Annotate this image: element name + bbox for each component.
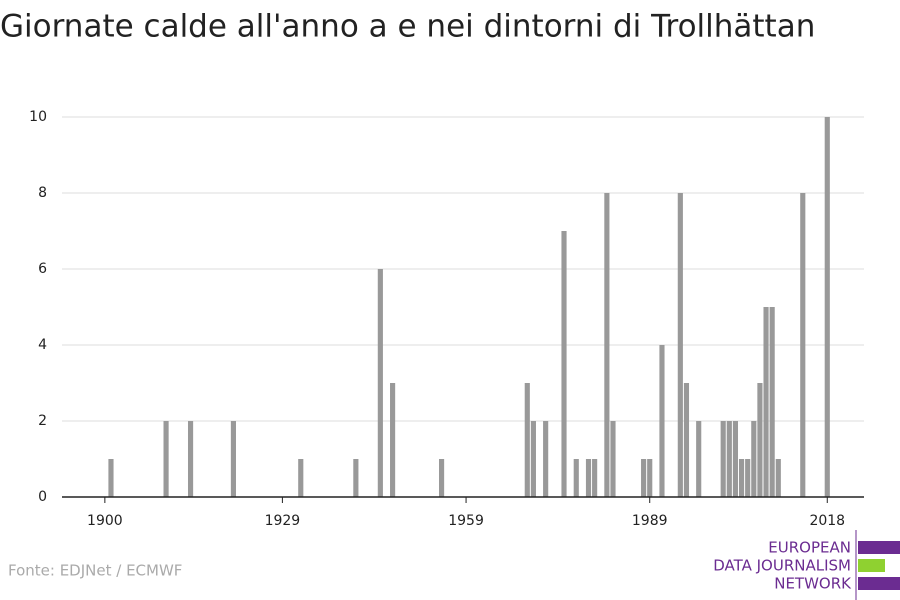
bar: [592, 459, 598, 497]
logo-bar: [858, 559, 885, 572]
bar: [647, 459, 653, 497]
bar: [720, 421, 726, 497]
y-tick-label: 2: [38, 413, 47, 429]
x-tick-label: 2018: [809, 513, 845, 529]
bar: [751, 421, 757, 497]
bar: [732, 421, 739, 497]
bar: [585, 459, 592, 497]
bar: [439, 459, 445, 497]
bar: [763, 307, 769, 497]
bar: [187, 421, 194, 497]
bar: [604, 193, 610, 497]
x-tick-label: 1900: [87, 513, 123, 529]
bar: [769, 307, 775, 497]
bar: [683, 383, 690, 497]
bar: [230, 421, 236, 497]
bar: [726, 421, 732, 497]
logo-text: NETWORK: [774, 575, 852, 593]
bar: [659, 345, 665, 497]
y-tick-label: 8: [38, 185, 47, 201]
bar: [390, 383, 396, 497]
bar: [561, 231, 567, 497]
bar: [677, 193, 683, 497]
bar: [738, 459, 745, 497]
bar: [163, 421, 169, 497]
bar: [573, 459, 579, 497]
x-tick-label: 1959: [448, 513, 484, 529]
bar: [775, 459, 781, 497]
y-tick-label: 10: [29, 109, 47, 125]
bar: [800, 193, 806, 497]
bar: [377, 269, 383, 497]
x-tick-label: 1929: [265, 513, 301, 529]
bar: [108, 459, 114, 497]
logo-text: DATA JOURNALISM: [713, 557, 851, 575]
bar: [530, 421, 536, 497]
source: Fonte: EDJNet / ECMWF: [8, 562, 182, 580]
x-tick-label: 1989: [632, 513, 668, 529]
y-tick-label: 6: [38, 261, 47, 277]
chart-title: Giornate calde all'anno a e nei dintorni…: [0, 9, 815, 45]
bar: [524, 383, 530, 497]
y-tick-label: 0: [38, 489, 47, 505]
logo-bar: [858, 541, 900, 554]
bar: [610, 421, 616, 497]
bar: [641, 459, 647, 497]
bar: [757, 383, 763, 497]
bar: [543, 421, 549, 497]
bar: [696, 421, 702, 497]
logo-text: EUROPEAN: [768, 539, 851, 557]
logo-bar: [858, 577, 900, 590]
bar: [353, 459, 359, 497]
y-tick-label: 4: [38, 337, 47, 353]
bar: [298, 459, 304, 497]
bar: [824, 117, 830, 497]
bar: [745, 459, 751, 497]
